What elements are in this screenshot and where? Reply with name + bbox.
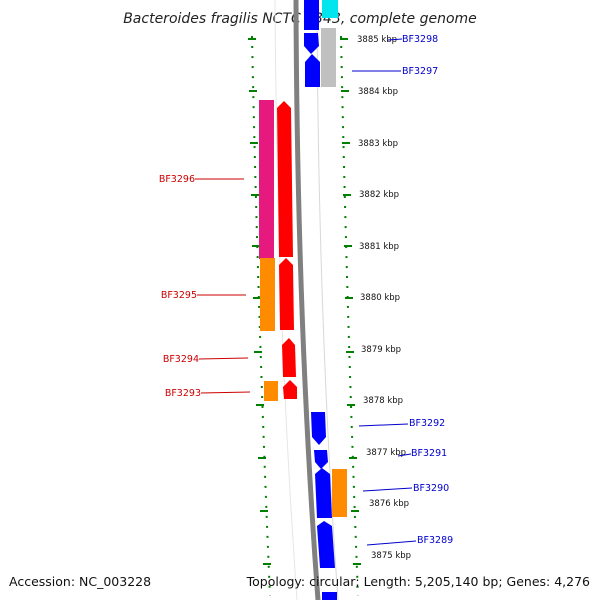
kbp-label: 3875 kbp — [371, 551, 411, 561]
gene-label-bf3296: BF3296 — [159, 174, 195, 185]
kbp-label: 3878 kbp — [363, 396, 403, 406]
inner-major-ticks — [248, 38, 271, 565]
magenta-feature — [259, 100, 274, 259]
gene-label-leader — [200, 391, 251, 394]
gene-arrow-bf3298 — [304, 33, 319, 54]
gene-label-leader — [362, 487, 413, 492]
gene-arrow-bf3297 — [305, 54, 320, 87]
cyan-feature — [322, 0, 338, 18]
kbp-label: 3876 kbp — [369, 499, 409, 509]
gene-label-bf3291: BF3291 — [411, 448, 447, 459]
gene-label-leader — [366, 540, 417, 546]
gene-arrow-bf3296 — [277, 101, 293, 257]
gene-feature-bf3299 — [304, 0, 319, 30]
kbp-label: 3879 kbp — [361, 345, 401, 355]
gray-feature — [321, 28, 336, 87]
accession-text: Accession: NC_003228 — [9, 574, 151, 589]
kbp-scale: 3885 kbp 3884 kbp 3883 kbp 3882 kbp 3881… — [357, 35, 411, 561]
gene-arrow-bf3289 — [317, 521, 335, 568]
gene-arrow-bf3294 — [282, 338, 296, 377]
orange-feature-bf3293 — [264, 381, 278, 401]
forward-strand-features — [304, 0, 337, 600]
kbp-label: 3885 kbp — [357, 35, 397, 45]
gene-label-leader — [397, 453, 412, 457]
gene-feature-bf3288 — [322, 592, 337, 600]
gene-label-leader — [358, 423, 409, 427]
gene-arrow-bf3293 — [283, 380, 297, 399]
gene-arrow-bf3290 — [315, 468, 332, 518]
gene-label-leader — [387, 38, 403, 41]
strand-guide-line — [316, 0, 339, 600]
gene-label-bf3298: BF3298 — [402, 34, 438, 45]
reverse-strand-features — [277, 101, 297, 399]
orange-feature-bf3295 — [260, 258, 275, 331]
orange-feature-outer — [332, 469, 347, 517]
outer-major-ticks — [340, 38, 361, 565]
reverse-gene-labels: BF3296 BF3295 BF3294 BF3293 — [159, 174, 251, 399]
gene-label-bf3292: BF3292 — [409, 418, 445, 429]
kbp-label: 3880 kbp — [360, 293, 400, 303]
map-title: Bacteroides fragilis NCTC 9343, complete… — [123, 11, 477, 27]
kbp-label: 3884 kbp — [358, 87, 398, 97]
gene-arrow-bf3295 — [279, 258, 294, 330]
gene-label-bf3289: BF3289 — [417, 535, 453, 546]
kbp-label: 3881 kbp — [359, 242, 399, 252]
forward-gene-labels: BF3298 BF3297 BF3292 BF3291 BF3290 BF328… — [352, 34, 453, 546]
gene-label-bf3294: BF3294 — [163, 354, 199, 365]
kbp-label: 3882 kbp — [359, 190, 399, 200]
gene-label-bf3297: BF3297 — [402, 66, 438, 77]
gene-arrow-bf3292 — [311, 412, 326, 445]
kbp-label: 3883 kbp — [358, 139, 398, 149]
gene-arrow-bf3291 — [314, 450, 328, 469]
gene-label-bf3295: BF3295 — [161, 290, 197, 301]
gene-label-bf3293: BF3293 — [165, 388, 201, 399]
genome-backbone — [293, 0, 321, 600]
kbp-label: 3877 kbp — [366, 448, 406, 458]
gene-label-leader — [198, 357, 249, 360]
topology-summary-text: Topology: circular; Length: 5,205,140 bp… — [246, 574, 590, 589]
gene-label-bf3290: BF3290 — [413, 483, 449, 494]
